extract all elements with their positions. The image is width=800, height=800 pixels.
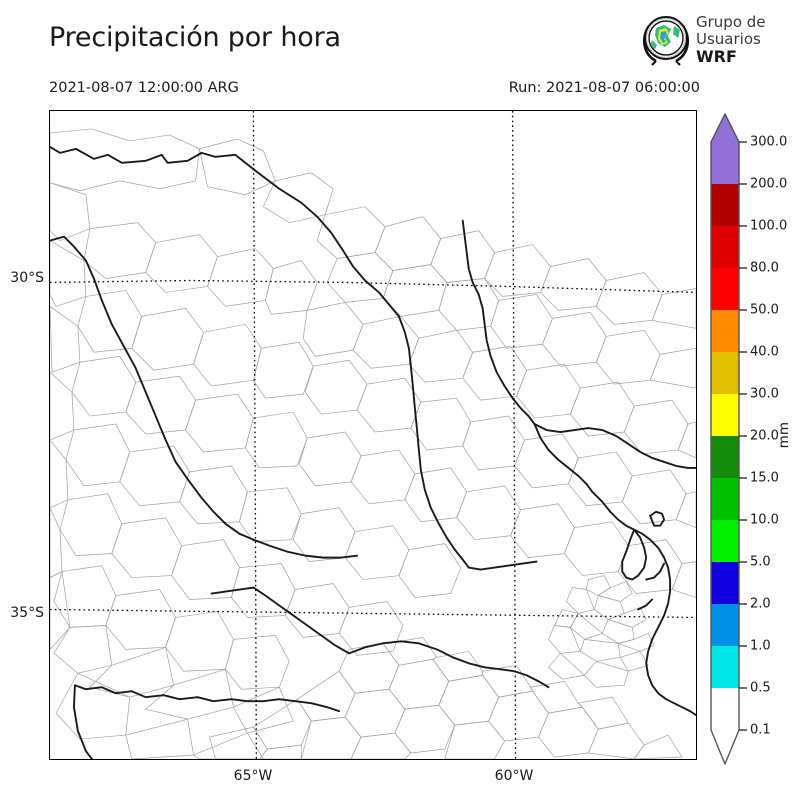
cb-label-40: 40.0 [750, 344, 779, 360]
cb-label-100: 100.0 [750, 218, 788, 234]
cb-label-10: 10.0 [750, 512, 779, 528]
map-canvas[interactable] [49, 110, 697, 760]
colorbar-unit-label: mm [776, 422, 792, 449]
cb-band-top-arrow [711, 114, 739, 142]
cb-label-80: 80.0 [750, 260, 779, 276]
colorbar-gradient [710, 113, 747, 765]
cb-label-5: 5.0 [750, 554, 771, 570]
province-boundaries [50, 145, 696, 759]
cb-label-300: 300.0 [750, 134, 788, 150]
department-boundaries [50, 128, 696, 759]
cb-label-05: 0.5 [750, 680, 771, 696]
run-time-label: Run: 2021-08-07 06:00:00 [508, 80, 700, 96]
logo-line-3: WRF [696, 47, 737, 66]
graticule [50, 111, 696, 759]
page-title: Precipitación por hora [49, 22, 341, 53]
cb-label-01: 0.1 [750, 722, 771, 738]
lat-label-35s: 35°S [10, 605, 44, 621]
cb-label-2: 2.0 [750, 596, 771, 612]
cb-label-15: 15.0 [750, 470, 779, 486]
cb-label-1: 1.0 [750, 638, 771, 654]
cb-label-200: 200.0 [750, 176, 788, 192]
lon-label-65w: 65°W [233, 768, 273, 784]
cb-label-50: 50.0 [750, 302, 779, 318]
cb-label-30: 30.0 [750, 386, 779, 402]
colorbar-bands [711, 114, 739, 764]
logo-line-2: Usuarios [696, 30, 761, 48]
colorbar[interactable]: 300.0 200.0 100.0 80.0 50.0 40.0 30.0 20… [706, 112, 796, 772]
logo: Grupo de Usuarios WRF [640, 14, 795, 70]
cb-band-bottom-arrow [711, 730, 739, 764]
colorbar-ticks [739, 141, 747, 731]
logo-line-1: Grupo de [696, 13, 766, 31]
valid-time-label: 2021-08-07 12:00:00 ARG [49, 80, 239, 96]
map-vector-layer [50, 111, 696, 759]
wrf-globe-emblem-icon [642, 16, 690, 66]
cb-label-20: 20.0 [750, 428, 779, 444]
logo-text: Grupo de Usuarios WRF [696, 13, 766, 66]
lat-label-30s: 30°S [10, 270, 44, 286]
lon-label-60w: 60°W [494, 768, 534, 784]
